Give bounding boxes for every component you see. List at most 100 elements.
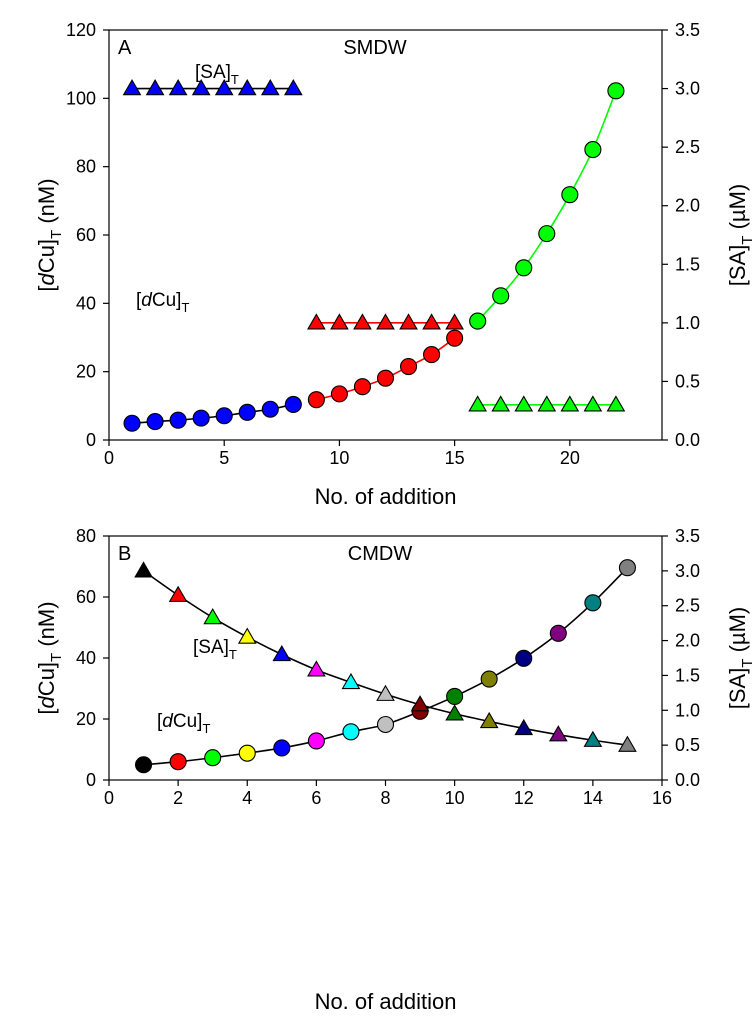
- data-point-triangle: [203, 608, 223, 625]
- y2-tick-label: 1.0: [675, 700, 700, 720]
- data-point-circle: [480, 670, 498, 688]
- y2-tick-label: 0.5: [675, 735, 700, 755]
- x-tick-label: 12: [514, 788, 534, 808]
- data-point-triangle: [445, 313, 464, 330]
- data-point-circle: [376, 715, 395, 734]
- data-point-circle: [538, 225, 556, 243]
- x-tick-label: 20: [560, 448, 580, 468]
- panel-B: 0 2 4 6 8 10 12 14 16 0 20 40 60 80 0.0 0.5 1.0 1.5 2.0 2.5…: [34, 526, 753, 1014]
- data-point-circle: [146, 412, 164, 431]
- data-point-triangle: [376, 684, 395, 701]
- y-tick-label: 0: [86, 430, 96, 450]
- y-tick-label: 20: [76, 362, 96, 382]
- y-tick-label: 100: [66, 88, 96, 108]
- data-point-circle: [446, 687, 464, 705]
- x-axis-title: No. of addition: [315, 484, 457, 509]
- y2-tick-label: 3.0: [675, 79, 700, 99]
- data-point-triangle: [583, 730, 603, 747]
- data-point-triangle: [618, 735, 637, 752]
- data-point-triangle: [537, 395, 557, 412]
- data-point-circle: [261, 400, 279, 418]
- data-point-triangle: [237, 627, 257, 644]
- dcu-annotation: [dCu]T: [157, 711, 210, 736]
- data-point-triangle: [214, 79, 234, 96]
- data-point-circle: [123, 414, 141, 432]
- data-point-triangle: [330, 313, 349, 330]
- y-tick-label: 20: [76, 709, 96, 729]
- data-point-circle: [238, 403, 256, 421]
- y2-tick-label: 3.5: [675, 20, 700, 40]
- x-axis-title: No. of addition: [315, 989, 457, 1014]
- data-point-circle: [215, 407, 233, 425]
- data-point-triangle: [191, 79, 211, 96]
- data-point-triangle: [422, 313, 441, 330]
- data-point-circle: [423, 346, 441, 364]
- data-point-circle: [446, 329, 464, 347]
- y-tick-label: 40: [76, 293, 96, 313]
- x-tick-label: 4: [242, 788, 252, 808]
- y2-tick-label: 1.5: [675, 254, 700, 274]
- y2-tick-label: 3.0: [675, 561, 700, 581]
- series-lines: [131, 87, 617, 425]
- data-point-triangle: [307, 313, 326, 330]
- data-point-triangle: [353, 313, 372, 330]
- x-tick-label: 8: [380, 788, 390, 808]
- x-tick-label: 16: [652, 788, 672, 808]
- sa-annotation: [SA]T: [193, 637, 237, 662]
- panel-label: A: [118, 37, 132, 59]
- data-point-circle: [584, 594, 602, 612]
- y2-tick-label: 1.0: [675, 313, 700, 333]
- data-point-circle: [273, 739, 291, 757]
- y-tick-label: 40: [76, 648, 96, 668]
- y-tick-label: 120: [66, 20, 96, 40]
- data-point-circle: [192, 409, 210, 427]
- data-point-circle: [135, 756, 153, 774]
- y2-tick-label: 0.0: [675, 430, 700, 450]
- data-point-circle: [515, 649, 533, 667]
- y2-tick-label: 2.0: [675, 196, 700, 216]
- data-point-circle: [307, 391, 325, 409]
- data-point-triangle: [260, 79, 280, 96]
- data-point-circle: [284, 395, 302, 414]
- data-point-triangle: [560, 395, 580, 412]
- x-tick-label: 5: [219, 448, 229, 468]
- y-tick-label: 60: [76, 587, 96, 607]
- data-point-triangle: [237, 79, 257, 96]
- data-point-triangle: [134, 561, 153, 578]
- data-point-circle: [169, 753, 187, 771]
- data-point-triangle: [168, 585, 188, 602]
- y-axis-title: [dCu]T (nM): [34, 601, 65, 714]
- data-point-circle: [238, 744, 256, 762]
- x-tick-label: 10: [445, 788, 465, 808]
- y2-tick-label: 2.5: [675, 596, 700, 616]
- data-point-circle: [399, 357, 418, 376]
- data-point-triangle: [491, 395, 511, 412]
- data-point-triangle: [606, 395, 626, 412]
- data-point-triangle: [145, 79, 165, 96]
- data-point-triangle: [283, 79, 303, 96]
- data-point-circle: [342, 723, 360, 741]
- data-point-triangle: [479, 711, 499, 729]
- data-point-triangle: [168, 79, 188, 96]
- data-point-circle: [549, 624, 567, 642]
- data-point-triangle: [445, 704, 464, 721]
- y2-tick-label: 0.0: [675, 770, 700, 790]
- y-tick-label: 80: [76, 526, 96, 546]
- y-tick-label: 60: [76, 225, 96, 245]
- data-point-triangle: [514, 718, 534, 736]
- data-point-circle: [515, 259, 533, 277]
- data-point-circle: [353, 378, 372, 396]
- y2-axis-title: [SA]T (µM): [725, 607, 753, 710]
- data-point-triangle: [548, 725, 568, 742]
- y2-tick-label: 1.5: [675, 665, 700, 685]
- data-point-circle: [376, 369, 395, 387]
- data-point-triangle: [122, 79, 142, 96]
- x-tick-label: 2: [173, 788, 183, 808]
- data-point-circle: [204, 749, 222, 767]
- panel-title: CMDW: [348, 543, 413, 565]
- x-tick-label: 0: [104, 788, 114, 808]
- y2-axis-title: [SA]T (µM): [725, 184, 753, 287]
- series-line: [477, 90, 617, 322]
- data-point-circle: [307, 732, 325, 750]
